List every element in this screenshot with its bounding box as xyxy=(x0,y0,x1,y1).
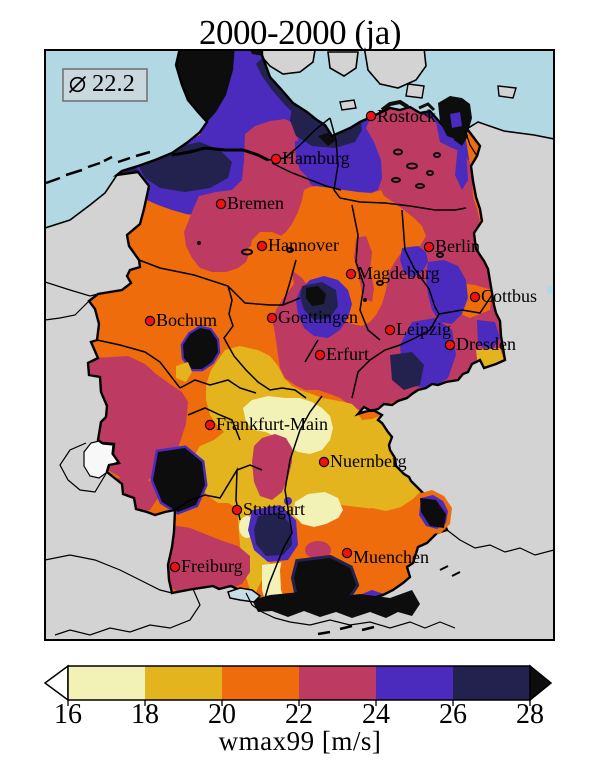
svg-text:Bochum: Bochum xyxy=(156,310,217,330)
svg-text:Nuernberg: Nuernberg xyxy=(330,451,407,471)
svg-text:Magdeburg: Magdeburg xyxy=(357,263,440,283)
svg-text:wmax99 [m/s]: wmax99 [m/s] xyxy=(219,726,382,756)
svg-text:22.2: 22.2 xyxy=(92,70,135,97)
svg-text:20: 20 xyxy=(208,699,236,730)
svg-text:Freiburg: Freiburg xyxy=(181,556,243,576)
svg-text:Leipzig: Leipzig xyxy=(396,319,451,339)
svg-text:26: 26 xyxy=(439,699,467,730)
svg-text:18: 18 xyxy=(131,699,159,730)
svg-text:Goettingen: Goettingen xyxy=(278,307,358,327)
svg-text:28: 28 xyxy=(516,699,544,730)
svg-text:Hamburg: Hamburg xyxy=(282,148,350,168)
svg-text:24: 24 xyxy=(362,699,390,730)
svg-text:Berlin: Berlin xyxy=(435,236,480,256)
svg-text:Stuttgart: Stuttgart xyxy=(243,499,305,519)
svg-text:Bremen: Bremen xyxy=(227,193,284,213)
svg-text:2000-2000 (ja): 2000-2000 (ja) xyxy=(199,13,401,52)
svg-text:Dresden: Dresden xyxy=(456,334,516,354)
svg-text:Cottbus: Cottbus xyxy=(481,286,537,306)
svg-text:22: 22 xyxy=(285,699,313,730)
svg-text:16: 16 xyxy=(54,699,82,730)
svg-text:Erfurt: Erfurt xyxy=(326,344,369,364)
svg-text:Rostock: Rostock xyxy=(377,106,436,126)
svg-text:Muenchen: Muenchen xyxy=(353,547,429,567)
svg-text:Hannover: Hannover xyxy=(268,235,339,255)
svg-text:Frankfurt-Main: Frankfurt-Main xyxy=(216,414,328,434)
